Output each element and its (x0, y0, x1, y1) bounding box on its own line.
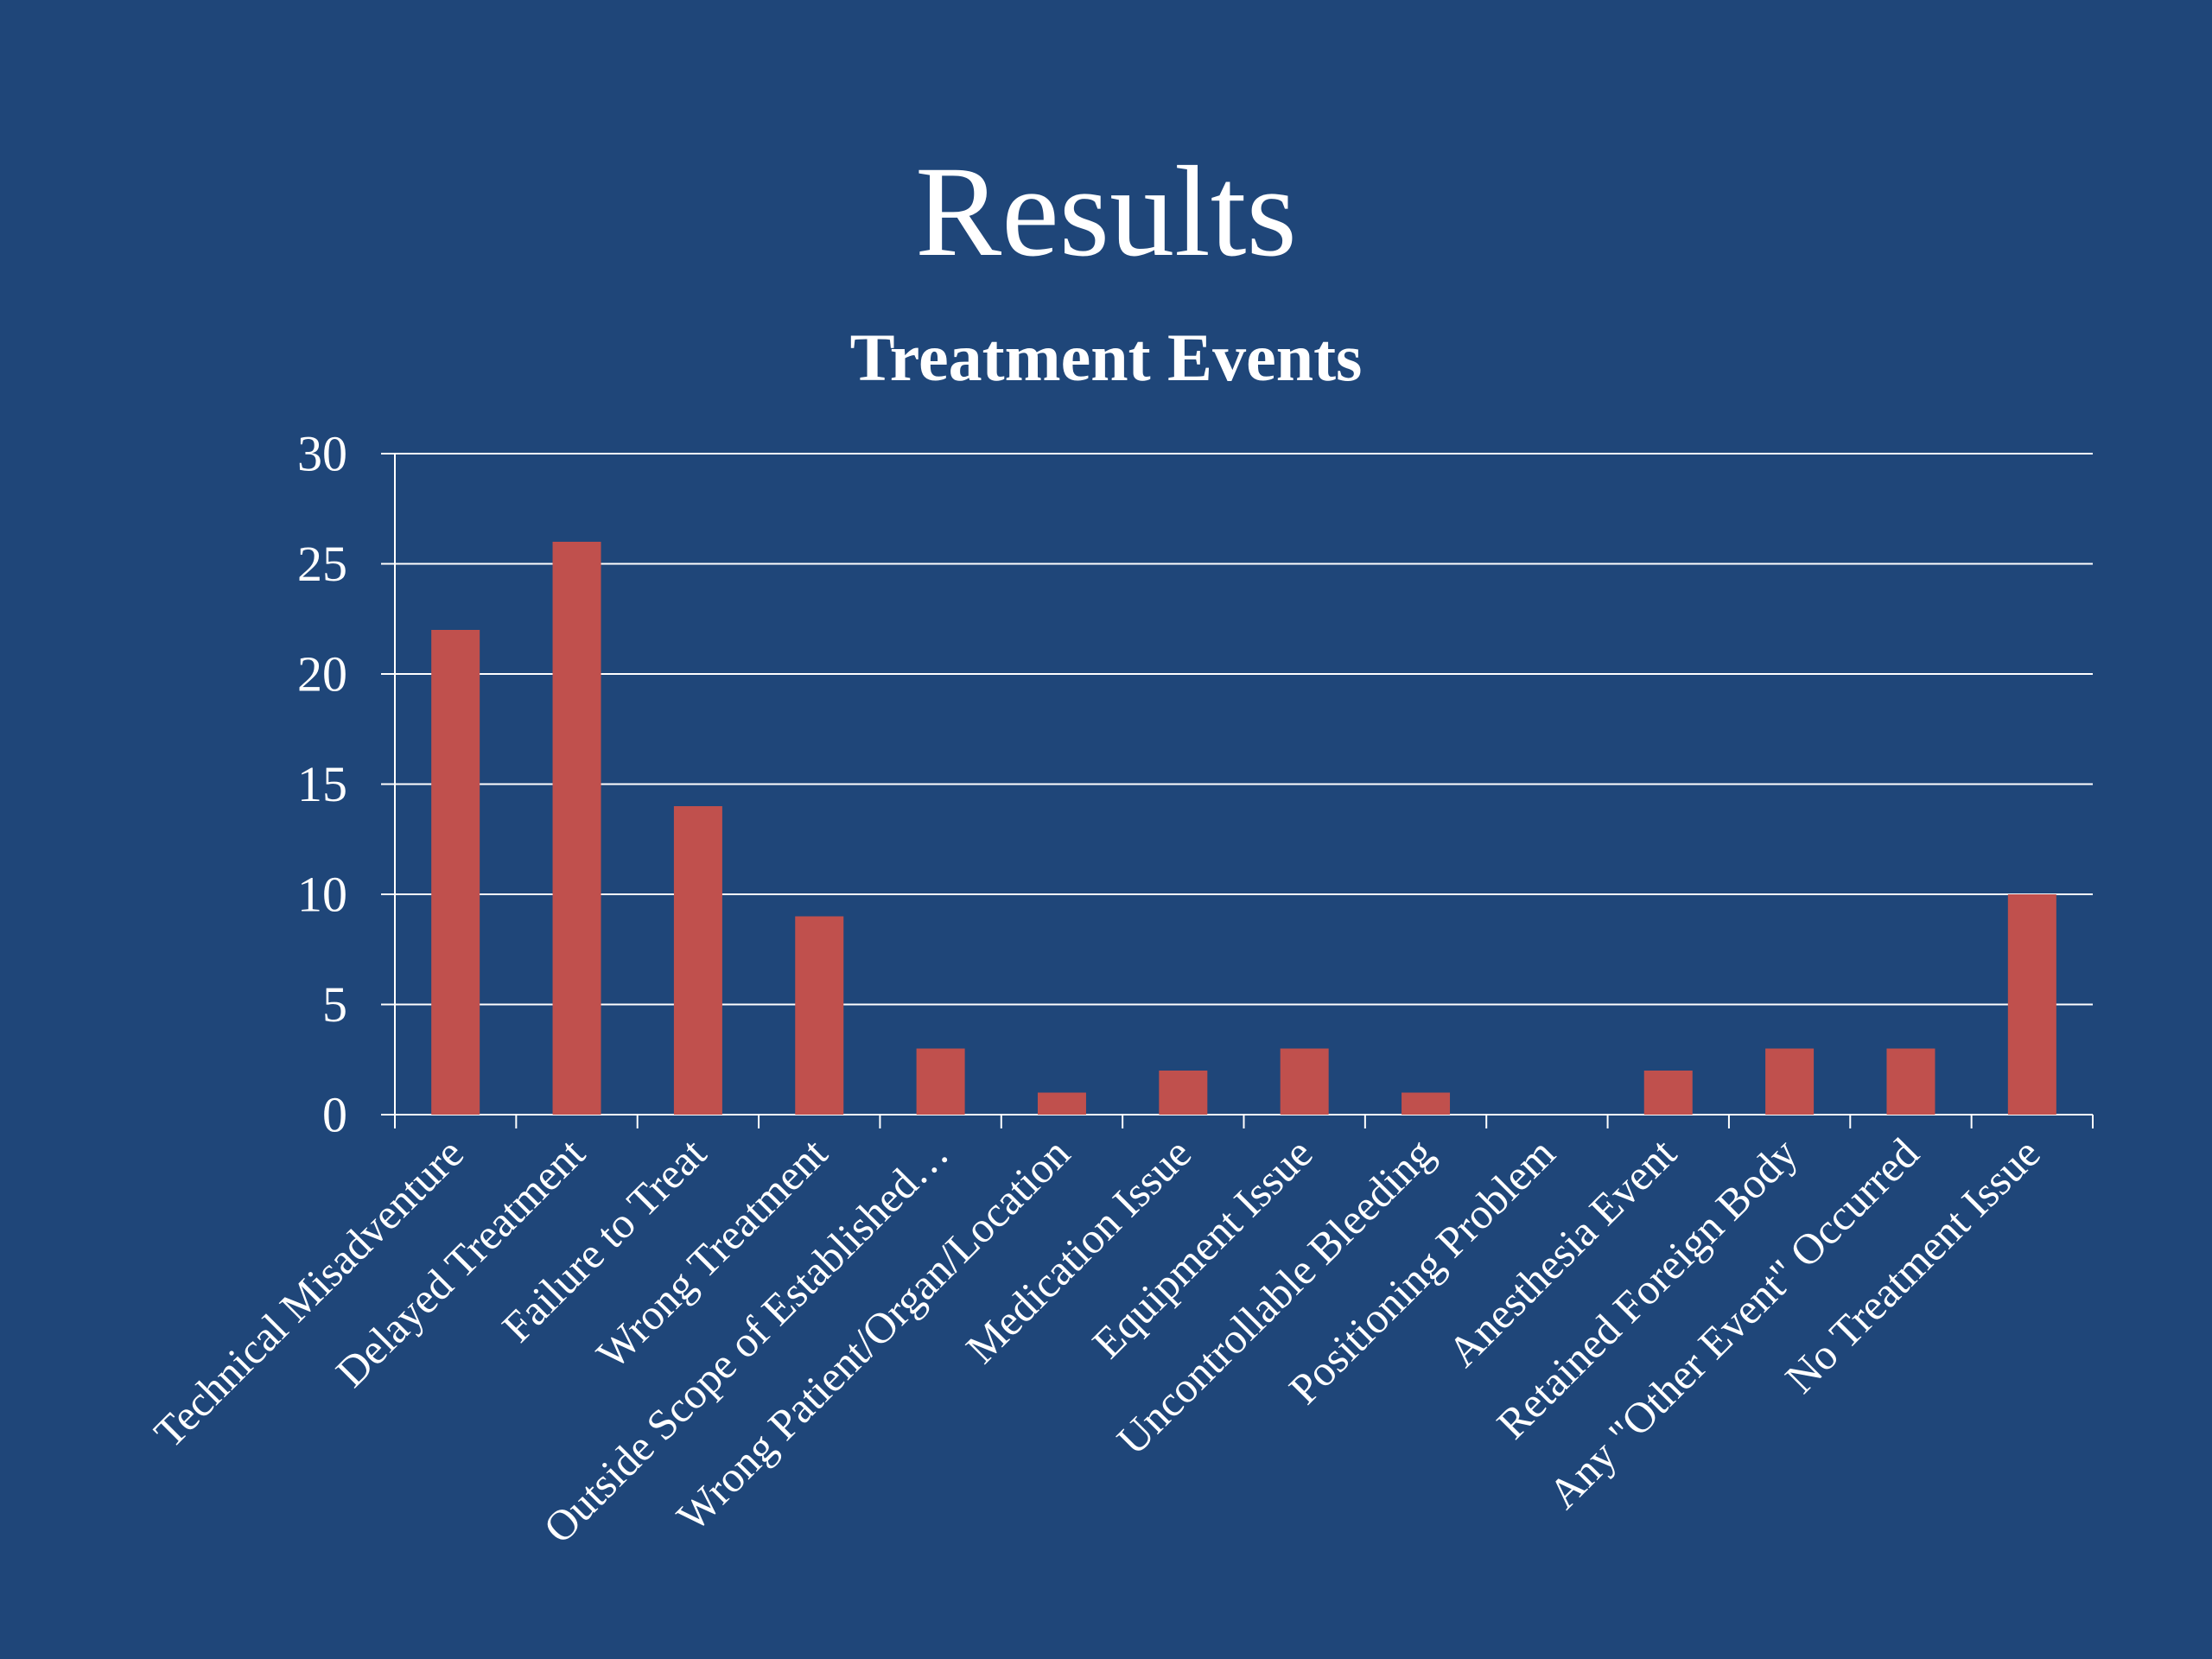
chart-title: Treatment Events (850, 320, 1363, 395)
bar-11 (1643, 1071, 1693, 1115)
bar-2 (552, 542, 601, 1115)
y-tick-label: 20 (297, 646, 347, 702)
bar-4 (795, 916, 844, 1115)
y-tick-label: 0 (322, 1087, 347, 1143)
bar-7 (1159, 1071, 1208, 1115)
bar-8 (1280, 1048, 1329, 1115)
bar-5 (916, 1048, 965, 1115)
bar-1 (431, 630, 480, 1115)
bar-14 (2007, 894, 2056, 1115)
y-tick-label: 15 (297, 756, 347, 812)
bar-6 (1037, 1092, 1086, 1115)
slide-title: Results (915, 140, 1297, 283)
y-tick-label: 5 (322, 976, 347, 1033)
y-tick-label: 10 (297, 867, 347, 923)
y-tick-label: 30 (297, 426, 347, 482)
bar-9 (1402, 1092, 1451, 1115)
bar-13 (1886, 1048, 1936, 1115)
x-tick-label: Medication Issue (957, 1128, 1200, 1372)
x-tick-label: Equipment Issue (1083, 1128, 1321, 1367)
bar-12 (1765, 1048, 1815, 1115)
bar-3 (673, 806, 722, 1115)
bars (431, 542, 2056, 1115)
axes (394, 454, 2094, 1128)
y-tick-labels: 0 5 10 15 20 25 30 (297, 426, 347, 1143)
gridlines (381, 453, 2093, 1116)
y-tick-label: 25 (297, 536, 347, 592)
